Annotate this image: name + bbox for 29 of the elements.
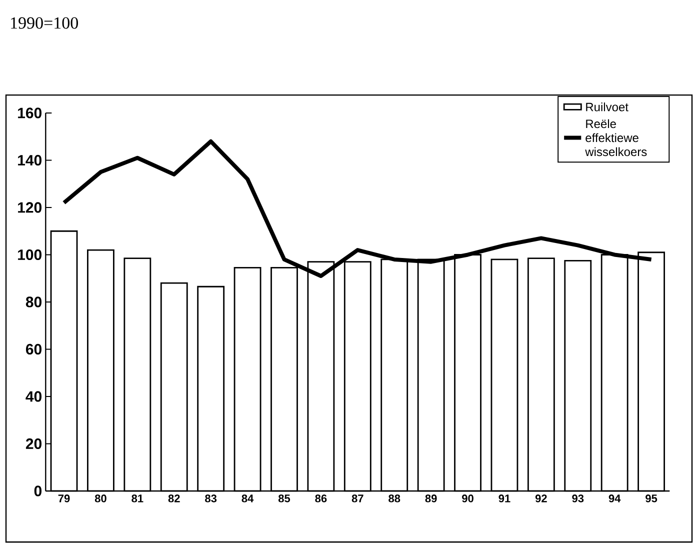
x-tick-label: 95: [646, 494, 658, 502]
y-tick-label: 100: [18, 249, 42, 260]
x-tick-label: 84: [242, 494, 254, 502]
x-tick-label: 85: [278, 494, 290, 502]
x-tick-label: 86: [315, 494, 327, 502]
y-tick-label: 20: [26, 438, 42, 450]
x-tick-label: 88: [388, 494, 400, 502]
x-tick-label: 87: [352, 494, 364, 502]
x-tick-label: 92: [535, 494, 547, 502]
x-tick-label: 89: [425, 494, 437, 502]
y-tick-label: 160: [18, 108, 42, 118]
y-tick-label: 60: [26, 344, 42, 355]
x-tick-label: 90: [462, 494, 474, 502]
x-tick-label: 94: [608, 494, 621, 502]
x-tick-label: 83: [205, 494, 217, 502]
chart-title: 1990=100: [11, 17, 78, 29]
y-tick-label: 0: [34, 486, 42, 496]
x-tick-label: 80: [94, 494, 106, 502]
y-tick-label: 140: [18, 154, 42, 166]
y-tick-label: 80: [26, 296, 42, 308]
x-tick-label: 79: [58, 494, 70, 502]
x-tick-label: 93: [572, 494, 584, 502]
y-tick-label: 120: [18, 202, 42, 213]
legend-label: Ruilvoet: [586, 102, 628, 112]
x-tick-label: 81: [132, 494, 144, 502]
legend-label: Reële effektiewe wisselkoers: [585, 119, 647, 156]
x-tick-label: 82: [168, 494, 180, 502]
y-tick-label: 40: [26, 391, 42, 402]
x-tick-label: 91: [498, 494, 510, 502]
